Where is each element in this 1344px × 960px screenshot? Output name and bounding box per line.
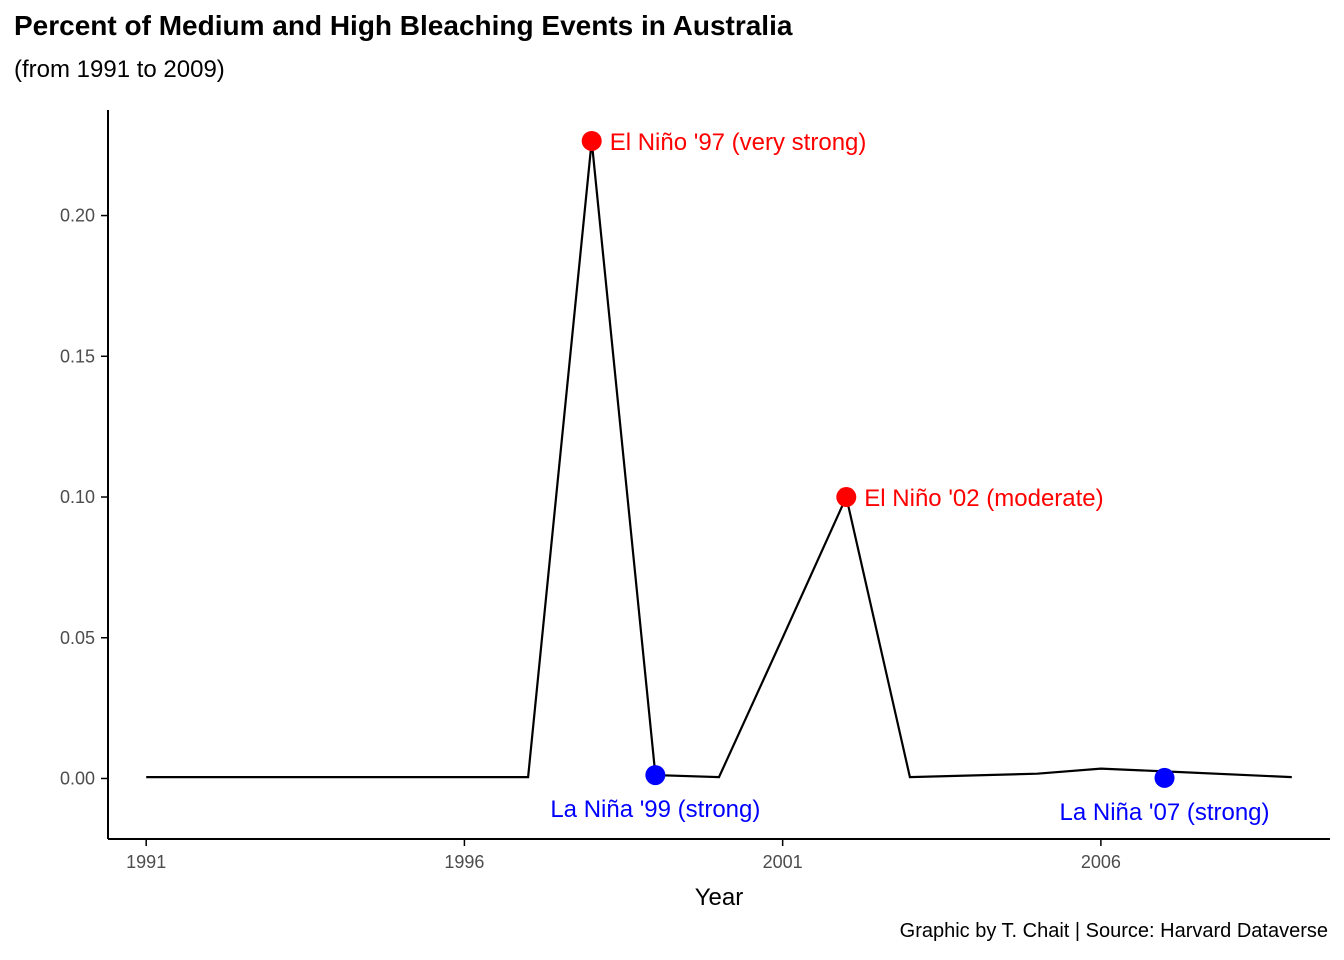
line-layer (146, 140, 1292, 779)
y-tick-label: 0.05 (60, 628, 95, 648)
highlight-point (1154, 767, 1175, 788)
x-tick-label: 1996 (444, 852, 484, 872)
y-tick-label: 0.00 (60, 768, 95, 788)
highlight-point (645, 765, 666, 786)
x-tick-label: 1991 (126, 852, 166, 872)
chart-title: Percent of Medium and High Bleaching Eve… (14, 10, 793, 41)
chart-subtitle: (from 1991 to 2009) (14, 56, 225, 83)
annotation-layer: El Niño '97 (very strong) La Niña '99 (st… (550, 129, 1269, 826)
axes (107, 110, 1330, 840)
y-tick-label: 0.10 (60, 487, 95, 507)
highlight-point (581, 130, 602, 151)
annotation-label: La Niña '99 (strong) (550, 796, 760, 823)
series-line (146, 140, 1292, 779)
annotation-label: El Niño '02 (moderate) (864, 485, 1103, 512)
x-axis-title: Year (695, 884, 744, 911)
y-tick-label: 0.15 (60, 346, 95, 366)
tick-layer: 1991 1996 2001 2006 0.00 0.05 0.10 0.15 0.20 (60, 206, 1121, 872)
y-tick-label: 0.20 (60, 206, 95, 226)
chart-caption: Graphic by T. Chait | Source: Harvard Da… (899, 920, 1328, 942)
points-layer (581, 130, 1175, 788)
x-tick-label: 2006 (1081, 852, 1121, 872)
annotation-label: El Niño '97 (very strong) (610, 129, 867, 156)
x-tick-label: 2001 (763, 852, 803, 872)
annotation-label: La Niña '07 (strong) (1060, 799, 1270, 826)
highlight-point (836, 487, 857, 508)
